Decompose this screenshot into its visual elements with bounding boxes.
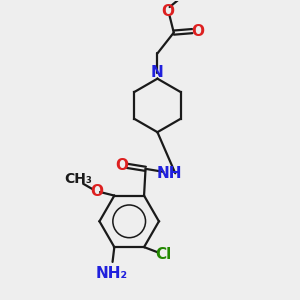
Text: NH₂: NH₂ xyxy=(95,266,128,281)
Text: O: O xyxy=(90,184,103,199)
Text: N: N xyxy=(151,65,164,80)
Text: CH₃: CH₃ xyxy=(65,172,93,186)
Text: O: O xyxy=(191,24,204,39)
Text: O: O xyxy=(115,158,128,173)
Text: Cl: Cl xyxy=(155,247,172,262)
Text: O: O xyxy=(161,4,174,19)
Text: NH: NH xyxy=(157,166,182,181)
